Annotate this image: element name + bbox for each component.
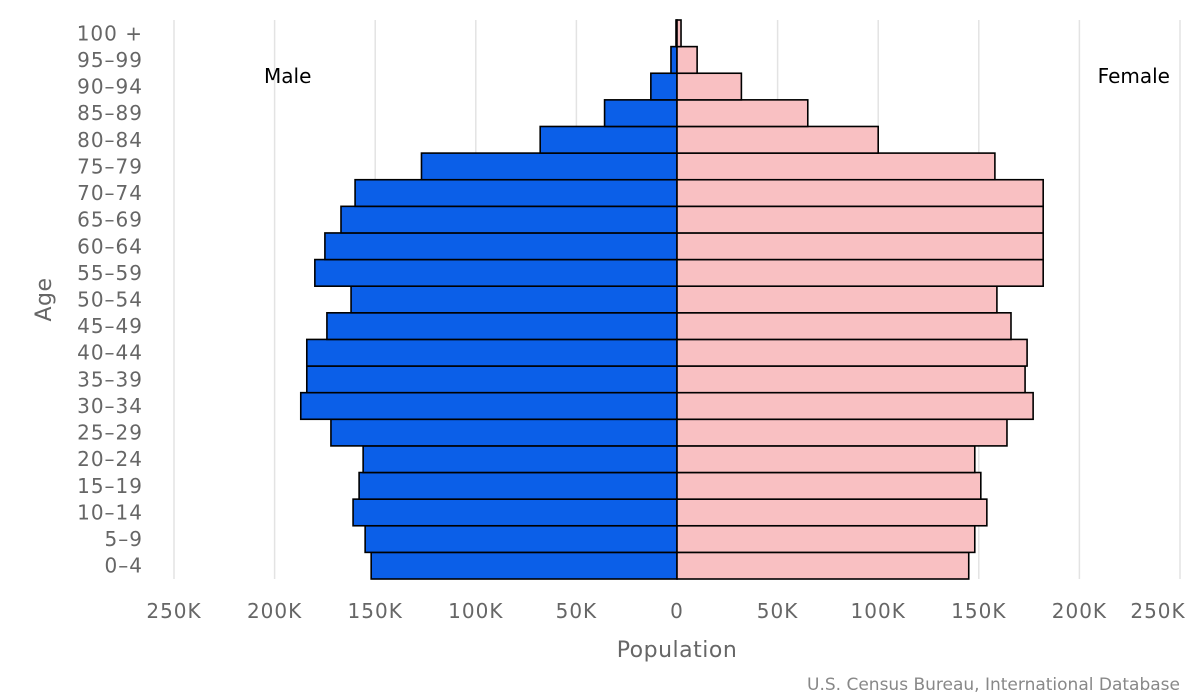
bar-female-60-64 xyxy=(676,232,1044,261)
bar-female-30-34 xyxy=(676,391,1034,421)
y-axis-title: Age xyxy=(32,277,57,321)
age-tick-20-24: 20–24 xyxy=(77,447,143,471)
bar-female-20-24 xyxy=(676,445,976,474)
bar-female-65-69 xyxy=(676,205,1044,234)
population-tick-10: 250K xyxy=(1130,599,1185,623)
age-tick-45-49: 45–49 xyxy=(77,314,143,338)
population-tick-2: 150K xyxy=(348,599,403,623)
bar-male-85-89 xyxy=(603,99,678,128)
bar-male-60-64 xyxy=(324,232,678,261)
population-tick-7: 100K xyxy=(851,599,906,623)
bar-male-75-79 xyxy=(420,152,678,181)
bar-female-80-84 xyxy=(676,125,879,154)
population-tick-5: 0 xyxy=(670,599,684,623)
source-credit: U.S. Census Bureau, International Databa… xyxy=(807,675,1180,695)
bars xyxy=(299,19,1044,580)
bar-male-55-59 xyxy=(314,258,678,287)
age-tick-5-9: 5–9 xyxy=(105,527,143,551)
age-tick-25-29: 25–29 xyxy=(77,421,143,445)
x-axis-title: Population xyxy=(617,638,738,663)
age-tick-55-59: 55–59 xyxy=(77,261,143,285)
population-tick-8: 150K xyxy=(951,599,1006,623)
bar-male-95-99 xyxy=(670,45,678,75)
bar-female-95-99 xyxy=(676,45,698,75)
bar-male-40-44 xyxy=(305,338,678,367)
age-tick-35-39: 35–39 xyxy=(77,367,143,391)
population-tick-0: 250K xyxy=(146,599,201,623)
population-tick-labels: 250K 200K 150K 100K 50K 0 50K 100K 150K 200K 250K xyxy=(146,599,1185,623)
bar-female-100plus xyxy=(676,19,682,48)
age-tick-40-44: 40–44 xyxy=(77,341,143,365)
bar-female-25-29 xyxy=(676,418,1008,447)
bar-female-85-89 xyxy=(676,99,809,128)
age-tick-60-64: 60–64 xyxy=(77,234,143,258)
age-tick-75-79: 75–79 xyxy=(77,154,143,178)
population-tick-4: 50K xyxy=(556,599,598,623)
bar-female-55-59 xyxy=(676,258,1044,287)
population-tick-9: 200K xyxy=(1052,599,1107,623)
age-tick-30-34: 30–34 xyxy=(77,394,143,418)
age-tick-65-69: 65–69 xyxy=(77,208,143,232)
age-tick-0-4: 0–4 xyxy=(105,554,143,578)
bar-male-50-54 xyxy=(350,285,678,314)
age-tick-50-54: 50–54 xyxy=(77,288,143,312)
bar-female-50-54 xyxy=(676,285,998,314)
age-tick-70-74: 70–74 xyxy=(77,181,143,205)
bar-male-70-74 xyxy=(354,178,678,208)
bar-male-35-39 xyxy=(305,365,678,394)
population-tick-3: 100K xyxy=(448,599,503,623)
female-series-label: Female xyxy=(1098,64,1170,88)
population-tick-1: 200K xyxy=(247,599,302,623)
bar-male-25-29 xyxy=(330,418,678,447)
bar-male-80-84 xyxy=(539,125,678,154)
bar-male-65-69 xyxy=(340,205,678,234)
bar-female-15-19 xyxy=(676,471,982,500)
age-tick-100plus: 100 + xyxy=(77,21,143,45)
bar-female-10-14 xyxy=(676,498,988,527)
bar-male-10-14 xyxy=(352,498,678,527)
bar-female-45-49 xyxy=(676,312,1012,341)
bar-male-15-19 xyxy=(358,471,678,500)
bar-male-30-34 xyxy=(299,391,678,421)
age-tick-15-19: 15–19 xyxy=(77,474,143,498)
male-series-label: Male xyxy=(264,64,311,88)
bar-female-90-94 xyxy=(676,72,743,101)
bar-female-40-44 xyxy=(676,338,1028,367)
bar-male-90-94 xyxy=(650,72,678,101)
population-tick-6: 50K xyxy=(757,599,799,623)
age-tick-95-99: 95–99 xyxy=(77,48,143,72)
bar-female-35-39 xyxy=(676,365,1026,394)
bar-male-5-9 xyxy=(364,524,678,554)
bar-male-20-24 xyxy=(362,445,678,474)
bar-female-5-9 xyxy=(676,524,976,554)
bar-female-70-74 xyxy=(676,178,1044,208)
age-tick-80-84: 80–84 xyxy=(77,128,143,152)
age-tick-85-89: 85–89 xyxy=(77,101,143,125)
bar-male-0-4 xyxy=(370,551,678,580)
bar-female-0-4 xyxy=(676,551,970,580)
age-tick-90-94: 90–94 xyxy=(77,75,143,99)
bar-male-45-49 xyxy=(326,312,678,341)
age-tick-10-14: 10–14 xyxy=(77,500,143,524)
bar-female-75-79 xyxy=(676,152,996,181)
